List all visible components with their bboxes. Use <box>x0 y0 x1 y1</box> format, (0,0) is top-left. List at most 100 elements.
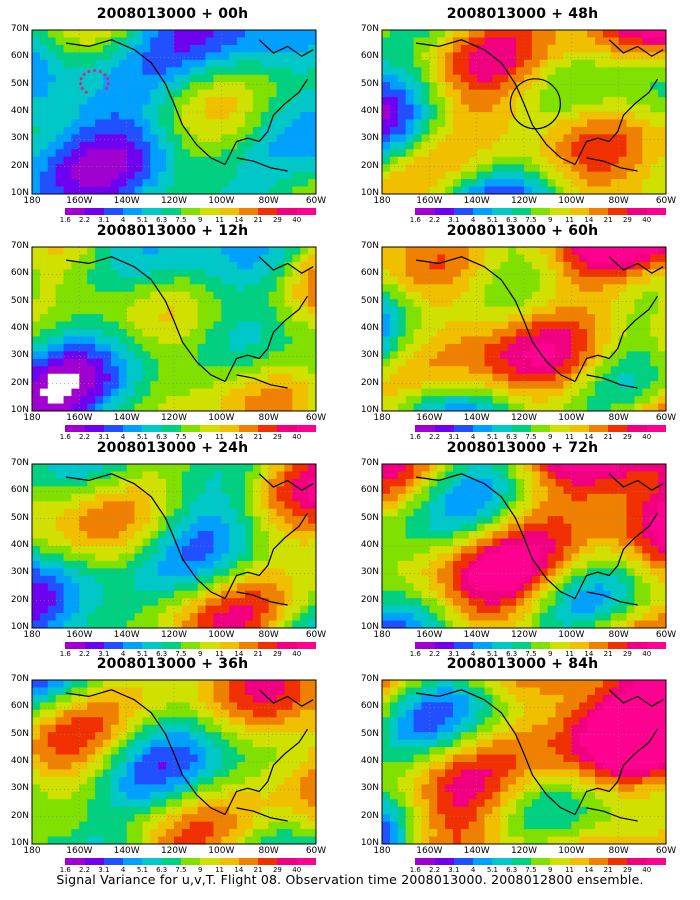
field-cell <box>237 321 246 330</box>
field-cell <box>587 403 596 412</box>
field-cell <box>587 119 596 128</box>
field-cell <box>268 538 277 547</box>
field-cell <box>405 149 414 158</box>
field-cell <box>142 254 151 263</box>
field-cell <box>181 523 191 532</box>
field-cell <box>500 126 509 135</box>
field-cell <box>284 44 293 53</box>
field-cell <box>555 276 564 285</box>
field-cell <box>563 523 572 532</box>
field-cell <box>650 291 659 300</box>
field-cell <box>429 104 438 113</box>
field-cell <box>276 284 285 293</box>
field-cell <box>63 82 72 91</box>
field-cell <box>437 351 446 360</box>
field-cell <box>492 568 501 577</box>
field-cell <box>260 343 270 352</box>
field-cell <box>516 501 525 510</box>
field-cell <box>189 52 199 61</box>
field-cell <box>181 134 191 143</box>
colorbar-swatch <box>258 425 278 432</box>
field-cell <box>276 156 285 165</box>
field-cell <box>260 126 270 135</box>
field-cell <box>245 67 254 76</box>
field-cell <box>71 186 80 195</box>
field-cell <box>174 598 183 607</box>
field-cell <box>445 531 454 539</box>
field-cell <box>103 486 112 495</box>
field-cell <box>284 164 293 173</box>
field-cell <box>602 30 612 38</box>
field-cell <box>610 590 620 599</box>
field-cell <box>531 516 541 525</box>
field-cell <box>421 314 430 322</box>
field-cell <box>197 299 206 308</box>
field-cell <box>626 30 635 38</box>
field-cell <box>292 516 301 525</box>
field-cell <box>158 149 167 158</box>
field-cell <box>508 119 517 128</box>
field-cell <box>610 493 620 502</box>
field-cell <box>87 104 96 113</box>
field-cell <box>229 112 238 120</box>
field-cell <box>508 67 517 76</box>
field-cell <box>658 381 667 390</box>
field-cell <box>516 508 525 517</box>
field-cell <box>268 351 277 360</box>
field-cell <box>237 149 246 158</box>
field-cell <box>618 538 627 547</box>
field-cell <box>468 126 478 135</box>
field-cell <box>382 247 391 255</box>
field-cell <box>63 306 72 315</box>
field-cell <box>268 508 277 517</box>
field-cell <box>134 478 143 487</box>
field-cell <box>118 464 128 472</box>
field-cell <box>292 156 301 165</box>
field-cell <box>484 276 493 285</box>
field-cell <box>516 82 525 91</box>
field-cell <box>563 104 572 113</box>
field-cell <box>260 366 270 375</box>
field-cell <box>413 126 422 135</box>
field-cell <box>547 471 556 480</box>
field-cell <box>55 553 64 562</box>
field-cell <box>166 523 175 532</box>
field-cell <box>500 590 509 599</box>
field-cell <box>181 516 191 525</box>
field-cell <box>587 336 596 345</box>
field-cell <box>610 149 620 158</box>
field-cell <box>292 329 301 337</box>
field-cell <box>453 605 462 614</box>
field-cell <box>508 516 517 525</box>
field-cell <box>174 156 183 165</box>
field-cell <box>579 112 588 120</box>
field-cell <box>87 329 96 337</box>
field-cell <box>308 67 317 76</box>
field-cell <box>142 291 151 300</box>
field-cell <box>460 516 470 525</box>
field-cell <box>47 583 57 592</box>
field-cell <box>413 82 422 91</box>
field-cell <box>87 486 96 495</box>
field-cell <box>181 605 191 614</box>
field-cell <box>71 89 80 98</box>
field-cell <box>103 531 112 539</box>
field-cell <box>47 336 57 345</box>
coastline <box>258 256 314 274</box>
field-cell <box>213 186 222 195</box>
field-cell <box>421 478 430 487</box>
field-cell <box>421 329 430 337</box>
field-cell <box>47 30 57 38</box>
field-cell <box>476 284 485 293</box>
field-cell <box>500 321 509 330</box>
field-cell <box>308 538 317 547</box>
field-cell <box>650 261 659 270</box>
field-cell <box>555 546 564 554</box>
field-cell <box>571 388 580 397</box>
colorbar-label: 29 <box>622 216 632 224</box>
field-cell <box>197 164 206 173</box>
field-cell <box>389 291 399 300</box>
panel-title: 2008013000 + 00h <box>96 6 249 22</box>
field-cell <box>405 247 414 255</box>
field-cell <box>555 590 564 599</box>
